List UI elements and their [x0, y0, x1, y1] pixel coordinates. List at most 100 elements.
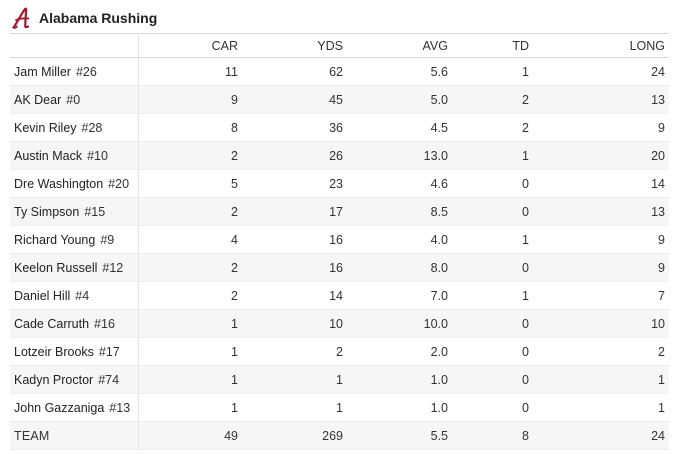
stat-avg-cell: 1.0	[347, 393, 452, 422]
table-row: Richard Young #9 4 16 4.0 1 9	[10, 225, 669, 254]
stat-long-cell: 9	[533, 253, 669, 282]
stat-yds-cell: 62	[242, 57, 347, 86]
stat-td-cell: 0	[452, 169, 533, 198]
stat-long-cell: 2	[533, 337, 669, 366]
table-header: Alabama Rushing	[12, 6, 157, 30]
player-jersey: #17	[98, 344, 120, 359]
player-name-cell: Richard Young #9	[10, 225, 139, 254]
stat-td-cell: 0	[452, 337, 533, 366]
team-td-cell: 8	[452, 421, 533, 450]
table-row: Austin Mack #10 2 26 13.0 1 20	[10, 141, 669, 170]
player-name: Cade Carruth	[14, 316, 90, 331]
stat-long-cell: 1	[533, 393, 669, 422]
stat-td-cell: 2	[452, 85, 533, 114]
stat-td-cell: 1	[452, 141, 533, 170]
column-header-long: LONG	[533, 33, 669, 58]
player-name-cell: Austin Mack #10	[10, 141, 139, 170]
table-row: Keelon Russell #12 2 16 8.0 0 9	[10, 253, 669, 282]
team-car-cell: 49	[138, 421, 242, 450]
player-jersey: #20	[108, 176, 130, 191]
stat-yds-cell: 36	[242, 113, 347, 142]
stat-car-cell: 1	[138, 309, 242, 338]
player-name: Dre Washington	[14, 176, 104, 191]
stat-td-cell: 0	[452, 253, 533, 282]
stat-avg-cell: 4.6	[347, 169, 452, 198]
stat-car-cell: 8	[138, 113, 242, 142]
player-name: Austin Mack	[14, 148, 83, 163]
table-row: John Gazzaniga #13 1 1 1.0 0 1	[10, 393, 669, 422]
table-row: Daniel Hill #4 2 14 7.0 1 7	[10, 281, 669, 310]
table-row: Lotzeir Brooks #17 1 2 2.0 0 2	[10, 337, 669, 366]
stat-long-cell: 1	[533, 365, 669, 394]
stat-long-cell: 9	[533, 113, 669, 142]
stat-car-cell: 2	[138, 197, 242, 226]
stat-td-cell: 2	[452, 113, 533, 142]
player-name-cell: John Gazzaniga #13	[10, 393, 139, 422]
table-row: Kadyn Proctor #74 1 1 1.0 0 1	[10, 365, 669, 394]
table-row: Kevin Riley #28 8 36 4.5 2 9	[10, 113, 669, 142]
stat-car-cell: 2	[138, 253, 242, 282]
player-jersey: #12	[102, 260, 124, 275]
stat-car-cell: 1	[138, 337, 242, 366]
stat-long-cell: 7	[533, 281, 669, 310]
stat-yds-cell: 2	[242, 337, 347, 366]
stat-yds-cell: 45	[242, 85, 347, 114]
stat-yds-cell: 23	[242, 169, 347, 198]
player-jersey: #74	[98, 372, 120, 387]
stat-yds-cell: 26	[242, 141, 347, 170]
stat-car-cell: 1	[138, 365, 242, 394]
stat-yds-cell: 16	[242, 225, 347, 254]
player-jersey: #16	[94, 316, 115, 331]
player-jersey: #4	[75, 288, 90, 303]
stat-car-cell: 11	[138, 57, 242, 86]
stat-long-cell: 20	[533, 141, 669, 170]
team-label: TEAM	[10, 421, 139, 450]
stat-avg-cell: 4.0	[347, 225, 452, 254]
player-name: Richard Young	[14, 232, 96, 247]
player-name-cell: Kevin Riley #28	[10, 113, 139, 142]
player-name-cell: Lotzeir Brooks #17	[10, 337, 139, 366]
stat-car-cell: 9	[138, 85, 242, 114]
team-avg-cell: 5.5	[347, 421, 452, 450]
table-title: Alabama Rushing	[39, 10, 158, 26]
table-row: Ty Simpson #15 2 17 8.5 0 13	[10, 197, 669, 226]
team-total-row: TEAM 49 269 5.5 8 24	[10, 421, 669, 450]
player-name-cell: Daniel Hill #4	[10, 281, 139, 310]
table-row: AK Dear #0 9 45 5.0 2 13	[10, 85, 669, 114]
stat-avg-cell: 10.0	[347, 309, 452, 338]
stat-yds-cell: 17	[242, 197, 347, 226]
player-jersey: #26	[75, 64, 97, 79]
player-name-cell: Cade Carruth #16	[10, 309, 139, 338]
stat-td-cell: 1	[452, 57, 533, 86]
player-jersey: #0	[66, 92, 81, 107]
player-name: Kadyn Proctor	[14, 372, 94, 387]
player-name: Kevin Riley	[14, 120, 77, 135]
alabama-script-a-icon	[12, 7, 32, 29]
stat-long-cell: 13	[533, 197, 669, 226]
player-name: Keelon Russell	[14, 260, 98, 275]
stat-long-cell: 14	[533, 169, 669, 198]
player-name-cell: AK Dear #0	[10, 85, 139, 114]
stat-avg-cell: 5.6	[347, 57, 452, 86]
table-row: Dre Washington #20 5 23 4.6 0 14	[10, 169, 669, 198]
player-name-cell: Ty Simpson #15	[10, 197, 139, 226]
column-header-yds: YDS	[242, 33, 347, 58]
player-jersey: #9	[100, 232, 115, 247]
stat-long-cell: 9	[533, 225, 669, 254]
player-name-cell: Jam Miller #26	[10, 57, 139, 86]
stat-avg-cell: 4.5	[347, 113, 452, 142]
stat-long-cell: 10	[533, 309, 669, 338]
column-header-td: TD	[452, 33, 533, 58]
player-name: Ty Simpson	[14, 204, 80, 219]
player-name-cell: Dre Washington #20	[10, 169, 139, 198]
rushing-table: CAR YDS AVG TD LONG Jam Miller #26 11 62 5.6…	[10, 33, 669, 450]
stat-td-cell: 0	[452, 365, 533, 394]
stat-car-cell: 2	[138, 281, 242, 310]
player-name: Lotzeir Brooks	[14, 344, 94, 359]
stat-long-cell: 13	[533, 85, 669, 114]
column-header-avg: AVG	[347, 33, 452, 58]
stat-avg-cell: 5.0	[347, 85, 452, 114]
player-jersey: #15	[84, 204, 106, 219]
stat-long-cell: 24	[533, 57, 669, 86]
